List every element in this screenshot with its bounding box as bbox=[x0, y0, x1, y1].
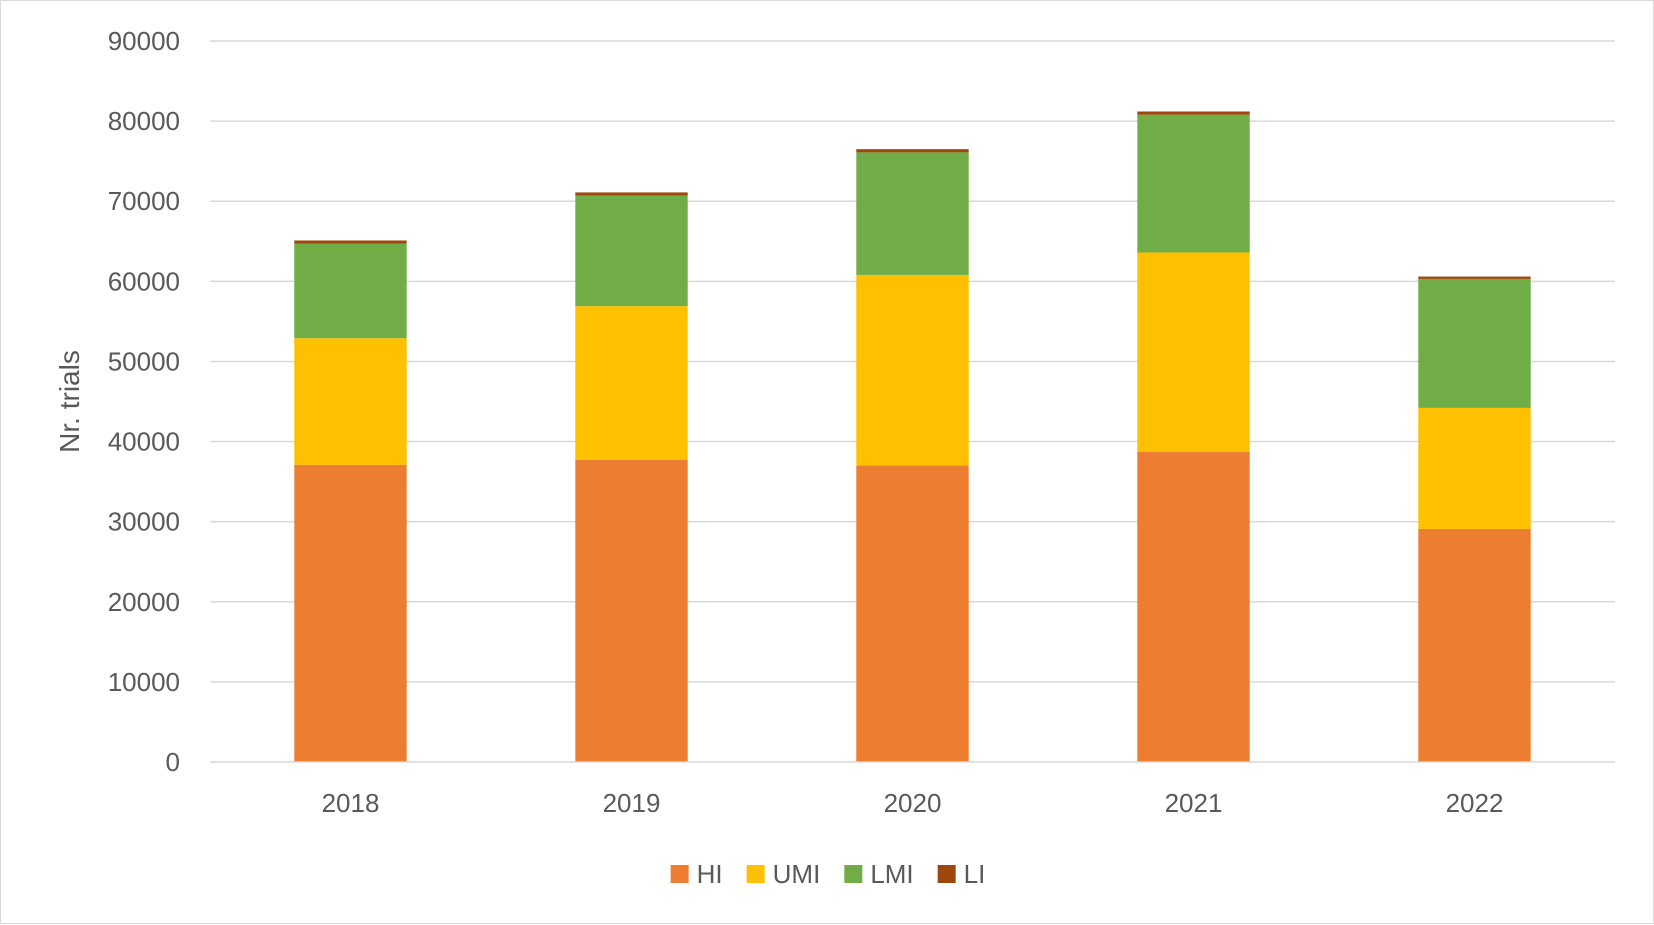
y-tick-label: 60000 bbox=[108, 266, 180, 296]
legend-label: LMI bbox=[870, 859, 913, 889]
y-tick-label: 90000 bbox=[108, 26, 180, 56]
bar-lmi-2019 bbox=[575, 195, 688, 307]
bar-hi-2021 bbox=[1137, 451, 1250, 762]
bar-li-2018 bbox=[294, 240, 407, 244]
bar-lmi-2018 bbox=[294, 243, 407, 339]
legend-label: UMI bbox=[773, 859, 821, 889]
bar-umi-2022 bbox=[1418, 407, 1531, 529]
bar-li-2022 bbox=[1418, 276, 1531, 279]
legend-item-li: LI bbox=[937, 859, 986, 889]
legend-swatch bbox=[670, 865, 689, 883]
legend-swatch bbox=[937, 865, 956, 883]
bar-lmi-2020 bbox=[856, 152, 969, 275]
legend-swatch bbox=[844, 865, 863, 883]
y-tick-label: 50000 bbox=[108, 346, 180, 376]
y-tick-label: 70000 bbox=[108, 186, 180, 216]
bar-hi-2022 bbox=[1418, 528, 1531, 762]
y-axis-ticks: 0 10000 20000 30000 40000 50000 60000 70000 8000… bbox=[108, 26, 180, 777]
y-tick-label: 10000 bbox=[108, 667, 180, 697]
legend-label: HI bbox=[697, 859, 723, 889]
bar-hi-2018 bbox=[294, 464, 407, 762]
bar-hi-2019 bbox=[575, 459, 688, 762]
bar-umi-2018 bbox=[294, 338, 407, 465]
y-tick-label: 40000 bbox=[108, 427, 180, 457]
bar-umi-2021 bbox=[1137, 252, 1250, 452]
y-tick-label: 0 bbox=[166, 747, 180, 777]
bar-li-2020 bbox=[856, 149, 969, 153]
bars bbox=[294, 111, 1531, 762]
x-tick-label: 2021 bbox=[1165, 788, 1223, 818]
legend-swatch bbox=[746, 865, 765, 883]
x-axis-ticks: 2018 2019 2020 2021 2022 bbox=[322, 788, 1504, 818]
x-tick-label: 2022 bbox=[1446, 788, 1504, 818]
legend-item-hi: HI bbox=[670, 859, 723, 889]
legend: HI UMI LMI LI bbox=[670, 859, 986, 889]
y-axis-title: Nr. trials bbox=[54, 350, 85, 453]
bar-umi-2020 bbox=[856, 274, 969, 466]
bar-hi-2020 bbox=[856, 465, 969, 762]
x-tick-label: 2018 bbox=[322, 788, 380, 818]
y-tick-label: 80000 bbox=[108, 106, 180, 136]
legend-item-umi: UMI bbox=[746, 859, 821, 889]
y-tick-label: 20000 bbox=[108, 587, 180, 617]
bar-li-2019 bbox=[575, 192, 688, 196]
x-tick-label: 2019 bbox=[603, 788, 661, 818]
bar-umi-2019 bbox=[575, 306, 688, 460]
legend-label: LI bbox=[964, 859, 986, 889]
x-tick-label: 2020 bbox=[884, 788, 942, 818]
legend-item-lmi: LMI bbox=[844, 859, 914, 889]
bar-lmi-2021 bbox=[1137, 114, 1250, 253]
bar-lmi-2022 bbox=[1418, 278, 1531, 408]
bar-li-2021 bbox=[1137, 111, 1250, 115]
y-tick-label: 30000 bbox=[108, 507, 180, 537]
